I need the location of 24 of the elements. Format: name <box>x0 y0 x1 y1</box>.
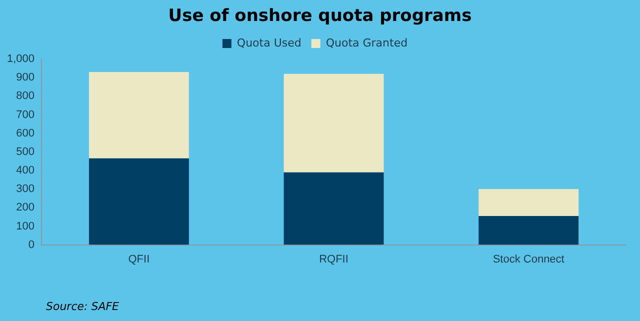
y-tick-label: 600 <box>16 127 35 140</box>
y-tick-label: 900 <box>16 72 35 84</box>
x-tick-label: Stock Connect <box>492 253 564 266</box>
bar <box>284 74 384 172</box>
bar <box>478 189 579 216</box>
y-tick-label: 400 <box>16 164 35 177</box>
legend-label: Quota Granted <box>326 36 408 50</box>
y-tick-label: 700 <box>16 108 35 121</box>
y-tick-label: 800 <box>16 90 35 102</box>
chart-title: Use of onshore quota programs <box>167 6 473 26</box>
y-tick-label: 100 <box>16 220 35 232</box>
y-tick-label: 300 <box>16 183 35 196</box>
legend-label: Quota Used <box>236 36 302 50</box>
y-tick-label: 1,000 <box>6 53 35 66</box>
bar <box>88 72 189 158</box>
bar <box>88 158 189 245</box>
y-tick-label: 200 <box>16 202 35 214</box>
bar <box>284 172 384 245</box>
y-tick-label: 500 <box>16 146 35 158</box>
bar <box>478 216 579 245</box>
x-tick-label: RQFII <box>319 253 348 266</box>
x-tick-label: QFII <box>128 253 150 266</box>
source-note: Source: SAFE <box>46 300 120 313</box>
y-tick-label: 0 <box>28 238 35 251</box>
